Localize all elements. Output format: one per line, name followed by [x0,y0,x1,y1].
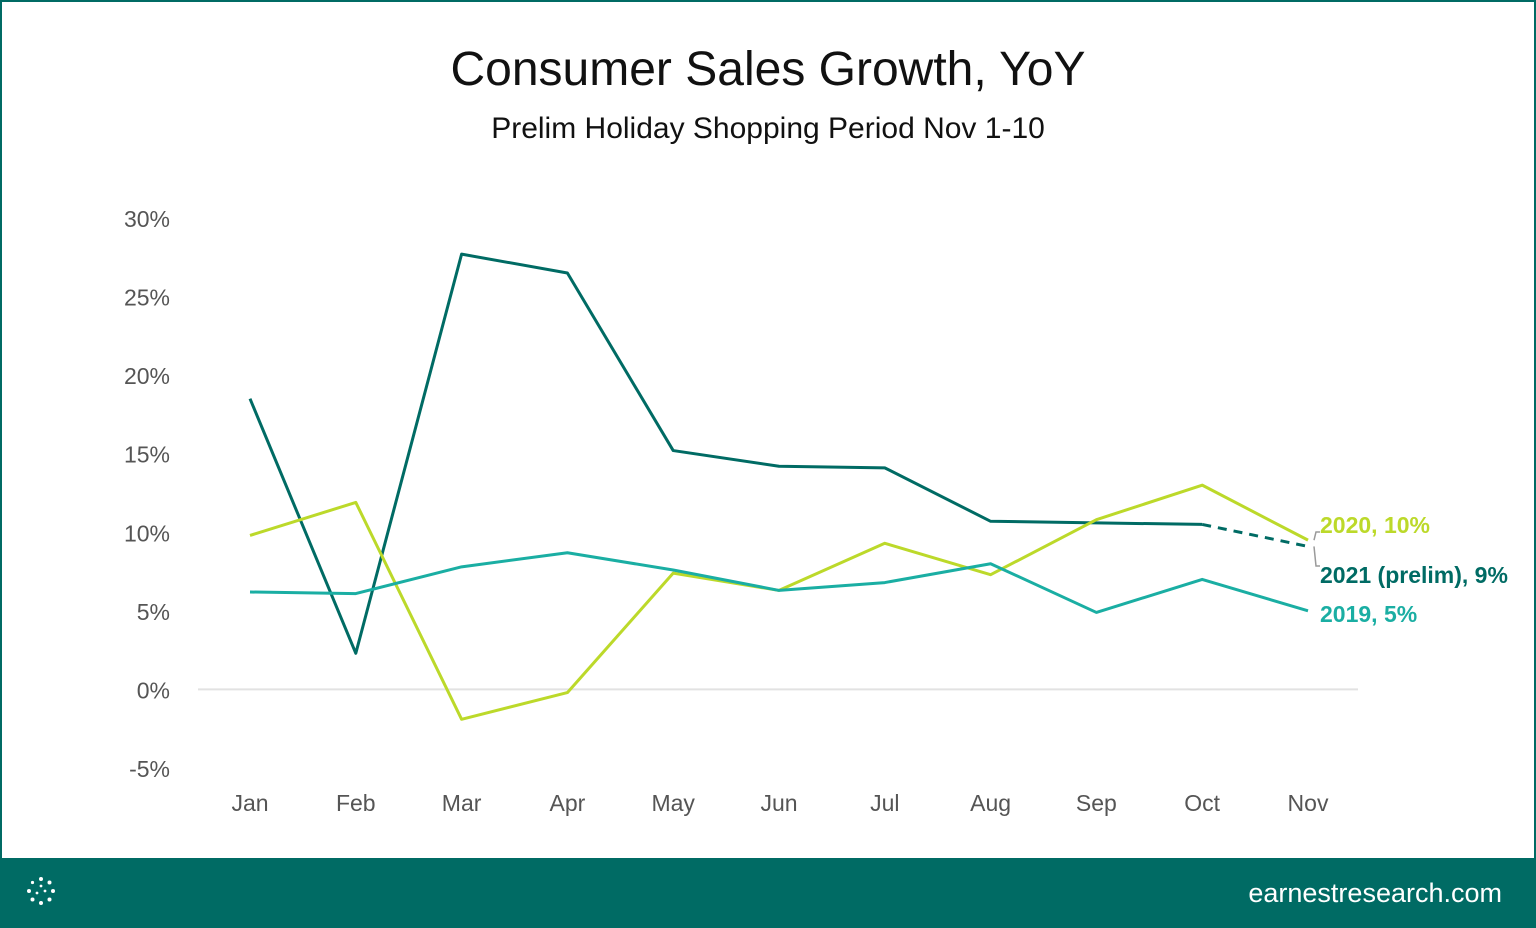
x-tick-label: May [651,790,695,816]
line-chart: 30% 25% 20% 15% 10% 5% 0% -5% Jan Feb Mar Apr May Ju… [124,206,1508,816]
y-tick-label: 30% [124,206,170,232]
dotted-circle-logo-icon [27,877,55,905]
x-tick-label: Feb [336,790,376,816]
x-tick-label: Aug [970,790,1011,816]
y-tick-label: 15% [124,442,170,468]
series-label-2021: 2021 (prelim), 9% [1320,562,1508,588]
x-tick-label: Jul [870,790,899,816]
series-label-2019: 2019, 5% [1320,601,1417,627]
series-line-2019 [249,551,1309,614]
series-line-2020 [249,483,1309,721]
y-axis: 30% 25% 20% 15% 10% 5% 0% -5% [124,206,170,782]
chart-subtitle: Prelim Holiday Shopping Period Nov 1-10 [491,112,1045,145]
label-leader [1313,531,1320,541]
x-tick-label: Oct [1184,790,1220,816]
x-axis: Jan Feb Mar Apr May Jun Jul Aug Sep Oct Nov [231,790,1328,816]
y-tick-label: 10% [124,520,170,546]
y-tick-label: 0% [137,677,170,703]
y-tick-label: 5% [137,599,170,625]
y-tick-label: -5% [129,756,170,782]
y-tick-label: 25% [124,285,170,311]
label-leader [1313,546,1320,567]
x-tick-label: Jan [231,790,268,816]
series-label-2020: 2020, 10% [1320,512,1430,538]
chart-title: Consumer Sales Growth, YoY [450,43,1086,96]
series-line-2021-prelim [1201,522,1309,548]
x-tick-label: Jun [760,790,797,816]
x-tick-label: Apr [550,790,586,816]
x-tick-label: Sep [1076,790,1117,816]
footer-bar: earnestresearch.com [2,858,1534,926]
x-tick-label: Mar [442,790,482,816]
series-line-2021 [248,252,1203,655]
x-tick-label: Nov [1288,790,1329,816]
y-tick-label: 20% [124,363,170,389]
series-lines [248,252,1309,721]
series-end-labels: 2020, 10% 2021 (prelim), 9% 2019, 5% [1313,512,1508,627]
footer-website: earnestresearch.com [1248,878,1502,908]
